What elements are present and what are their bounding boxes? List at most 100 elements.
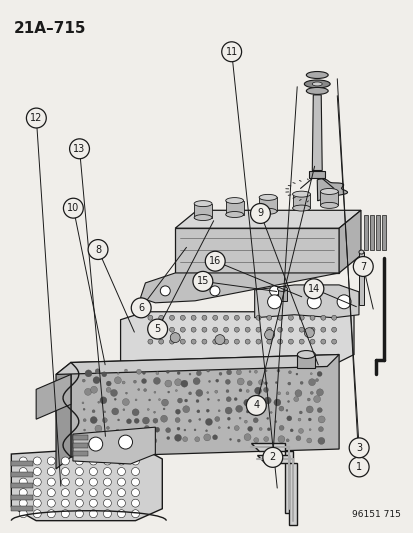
Circle shape bbox=[247, 381, 252, 386]
Circle shape bbox=[177, 372, 180, 375]
Circle shape bbox=[88, 437, 102, 451]
Circle shape bbox=[288, 371, 291, 374]
Ellipse shape bbox=[320, 189, 337, 195]
Circle shape bbox=[82, 436, 87, 441]
Circle shape bbox=[309, 315, 314, 320]
Circle shape bbox=[33, 478, 41, 486]
Circle shape bbox=[89, 478, 97, 486]
Circle shape bbox=[95, 425, 102, 432]
Circle shape bbox=[331, 315, 336, 320]
Circle shape bbox=[118, 435, 132, 449]
FancyBboxPatch shape bbox=[73, 443, 88, 448]
Circle shape bbox=[218, 410, 220, 411]
Circle shape bbox=[227, 417, 230, 420]
Circle shape bbox=[117, 510, 125, 518]
Circle shape bbox=[122, 399, 129, 406]
Circle shape bbox=[234, 398, 237, 401]
Circle shape bbox=[103, 499, 111, 507]
Circle shape bbox=[117, 489, 125, 497]
FancyBboxPatch shape bbox=[73, 451, 88, 456]
Circle shape bbox=[256, 406, 263, 413]
Circle shape bbox=[250, 204, 270, 223]
Circle shape bbox=[112, 408, 119, 415]
Circle shape bbox=[158, 327, 163, 332]
Circle shape bbox=[266, 327, 271, 332]
FancyBboxPatch shape bbox=[73, 435, 88, 440]
FancyBboxPatch shape bbox=[320, 191, 337, 205]
Circle shape bbox=[132, 409, 139, 416]
Text: 8: 8 bbox=[95, 245, 101, 255]
Circle shape bbox=[254, 370, 257, 373]
Circle shape bbox=[202, 315, 206, 320]
Circle shape bbox=[88, 240, 108, 260]
Circle shape bbox=[180, 380, 188, 387]
Circle shape bbox=[103, 478, 111, 486]
Circle shape bbox=[75, 510, 83, 518]
Circle shape bbox=[47, 499, 55, 507]
Circle shape bbox=[225, 379, 230, 384]
Circle shape bbox=[277, 315, 282, 320]
Circle shape bbox=[167, 391, 169, 393]
FancyBboxPatch shape bbox=[11, 461, 33, 466]
Circle shape bbox=[266, 417, 268, 419]
Circle shape bbox=[188, 392, 191, 395]
Circle shape bbox=[148, 399, 150, 401]
Circle shape bbox=[206, 409, 209, 412]
Circle shape bbox=[153, 377, 160, 384]
Circle shape bbox=[131, 510, 139, 518]
Polygon shape bbox=[56, 362, 71, 469]
Circle shape bbox=[183, 429, 185, 431]
FancyBboxPatch shape bbox=[292, 194, 310, 208]
Circle shape bbox=[221, 42, 241, 62]
Circle shape bbox=[234, 315, 239, 320]
Circle shape bbox=[117, 372, 119, 374]
Circle shape bbox=[299, 339, 304, 344]
Text: 2: 2 bbox=[269, 453, 275, 463]
Circle shape bbox=[133, 380, 136, 383]
Circle shape bbox=[19, 467, 27, 475]
Circle shape bbox=[246, 390, 249, 392]
Circle shape bbox=[318, 427, 323, 432]
Circle shape bbox=[262, 447, 282, 467]
Circle shape bbox=[223, 339, 228, 344]
Ellipse shape bbox=[225, 212, 243, 217]
Ellipse shape bbox=[358, 250, 363, 254]
Circle shape bbox=[276, 369, 279, 372]
Circle shape bbox=[103, 467, 111, 475]
Text: 96151 715: 96151 715 bbox=[351, 510, 400, 519]
Circle shape bbox=[61, 457, 69, 465]
Circle shape bbox=[106, 426, 109, 430]
Circle shape bbox=[309, 327, 314, 332]
Circle shape bbox=[152, 418, 157, 423]
Circle shape bbox=[83, 429, 85, 431]
Circle shape bbox=[306, 438, 311, 443]
Circle shape bbox=[19, 499, 27, 507]
Circle shape bbox=[134, 418, 139, 423]
Circle shape bbox=[315, 378, 318, 382]
Text: 9: 9 bbox=[257, 208, 263, 219]
Circle shape bbox=[267, 295, 281, 309]
Circle shape bbox=[85, 370, 92, 377]
Circle shape bbox=[288, 327, 293, 332]
Circle shape bbox=[92, 410, 95, 413]
Circle shape bbox=[19, 489, 27, 497]
Polygon shape bbox=[254, 285, 358, 318]
Text: 10: 10 bbox=[67, 203, 79, 213]
Ellipse shape bbox=[306, 71, 328, 78]
Circle shape bbox=[255, 315, 260, 320]
Circle shape bbox=[246, 410, 249, 413]
Text: 21A–715: 21A–715 bbox=[13, 21, 85, 36]
Circle shape bbox=[102, 418, 107, 423]
Circle shape bbox=[234, 339, 239, 344]
Circle shape bbox=[128, 438, 129, 440]
Circle shape bbox=[316, 389, 323, 396]
Ellipse shape bbox=[277, 286, 287, 292]
Circle shape bbox=[144, 437, 147, 439]
Circle shape bbox=[154, 427, 159, 432]
Ellipse shape bbox=[292, 205, 310, 211]
Circle shape bbox=[263, 387, 268, 392]
Circle shape bbox=[352, 256, 372, 277]
Circle shape bbox=[19, 457, 27, 465]
Circle shape bbox=[143, 389, 146, 392]
Circle shape bbox=[89, 467, 97, 475]
